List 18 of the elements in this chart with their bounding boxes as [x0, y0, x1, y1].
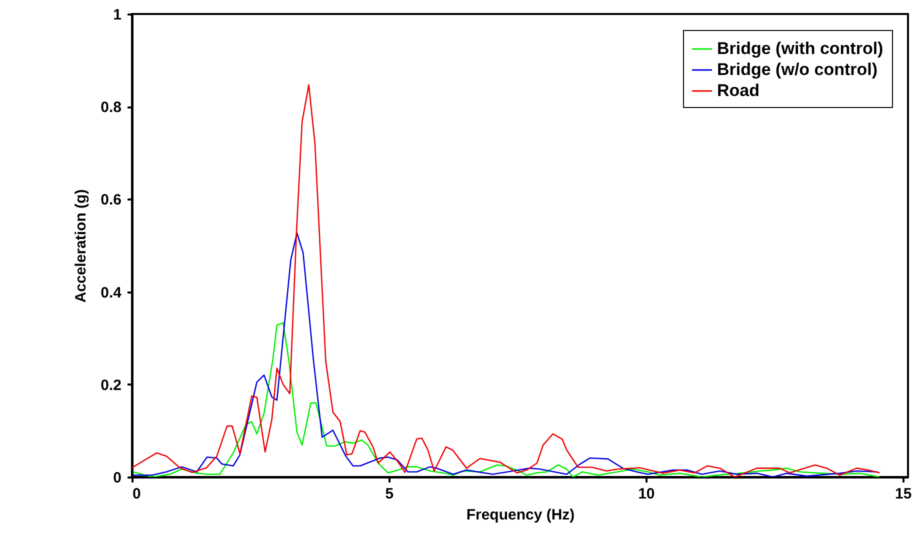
- line-series: [132, 322, 880, 477]
- x-tick-label: 15: [895, 486, 912, 502]
- x-tick-label: 5: [385, 486, 394, 502]
- legend-label: Bridge (w/o control): [717, 60, 878, 79]
- y-tick-label: 0.8: [100, 99, 122, 116]
- x-axis-title: Frequency (Hz): [466, 506, 575, 524]
- line-series: [132, 84, 880, 477]
- y-axis-title: Acceleration (g): [72, 189, 90, 303]
- legend-label: Road: [717, 81, 760, 100]
- y-tick-label: 0.6: [100, 192, 122, 209]
- y-tick-label: 0.2: [100, 376, 122, 394]
- x-tick-label: 10: [638, 486, 655, 502]
- y-tick-label: 1: [113, 6, 122, 24]
- line-series: [132, 232, 878, 477]
- y-tick-label: 0: [113, 470, 122, 486]
- legend-label: Bridge (with control): [717, 39, 884, 58]
- y-tick-label: 0.4: [100, 284, 122, 302]
- x-tick-label: 0: [132, 486, 141, 502]
